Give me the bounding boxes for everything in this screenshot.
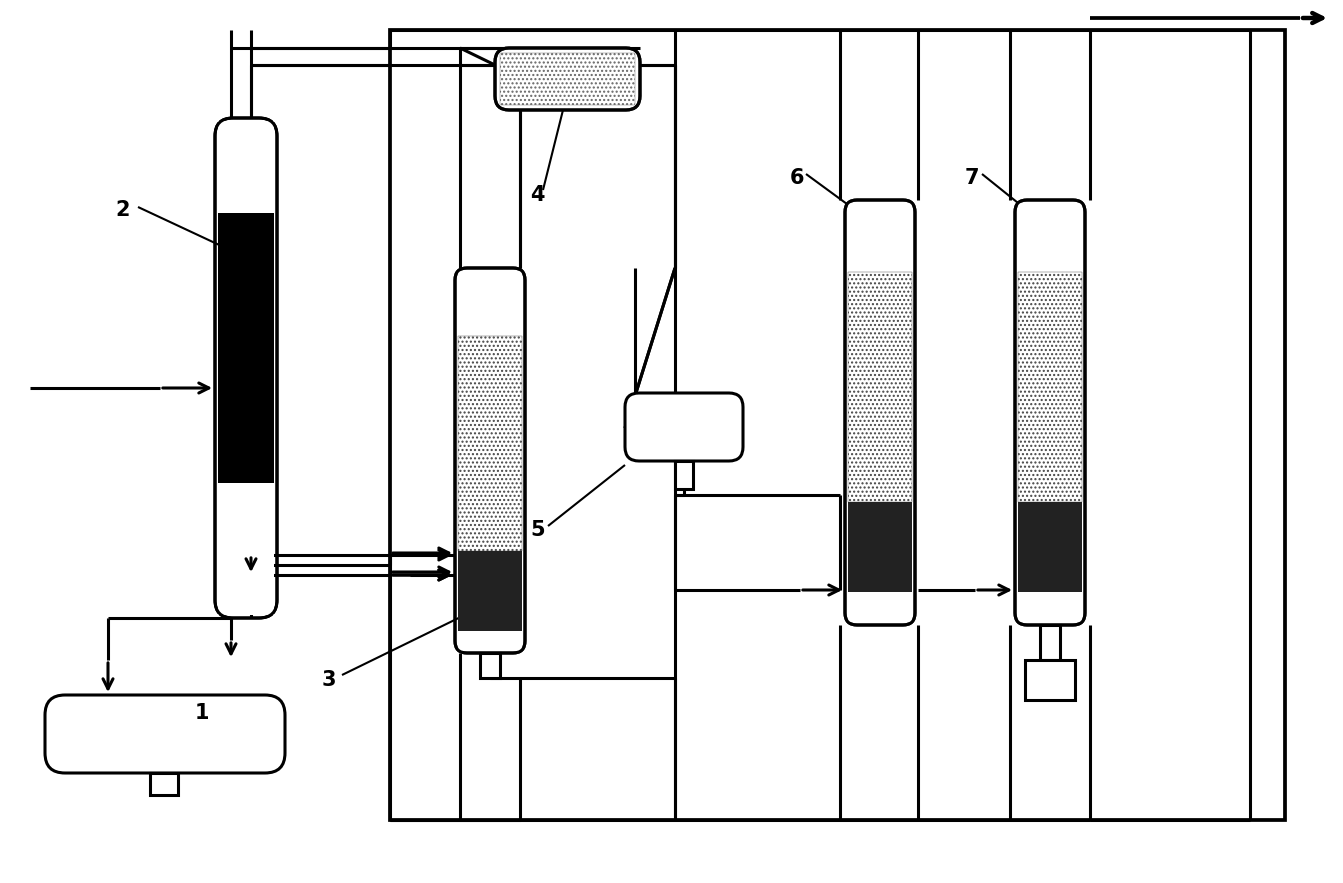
Bar bbox=[458, 336, 522, 551]
Bar bbox=[1018, 592, 1082, 622]
Text: 5: 5 bbox=[530, 520, 545, 540]
Bar bbox=[218, 483, 274, 615]
FancyBboxPatch shape bbox=[46, 695, 285, 773]
FancyBboxPatch shape bbox=[215, 118, 277, 618]
FancyBboxPatch shape bbox=[496, 48, 641, 110]
Bar bbox=[500, 53, 635, 105]
Bar bbox=[458, 551, 522, 631]
Text: 1: 1 bbox=[195, 703, 210, 723]
Bar bbox=[479, 653, 500, 678]
Bar bbox=[458, 631, 522, 651]
Bar bbox=[676, 461, 693, 489]
Text: 4: 4 bbox=[530, 185, 544, 205]
Bar bbox=[847, 272, 912, 502]
Bar bbox=[1039, 625, 1060, 660]
Bar bbox=[1018, 203, 1082, 275]
Bar bbox=[847, 592, 912, 622]
FancyBboxPatch shape bbox=[1015, 200, 1085, 625]
Bar bbox=[847, 203, 912, 275]
Text: 7: 7 bbox=[966, 168, 979, 188]
Bar bbox=[847, 502, 912, 592]
Bar bbox=[458, 271, 522, 339]
Bar bbox=[218, 213, 274, 483]
Bar bbox=[1025, 660, 1074, 700]
FancyBboxPatch shape bbox=[455, 268, 525, 653]
Bar bbox=[1018, 502, 1082, 592]
Text: 3: 3 bbox=[322, 670, 337, 690]
Bar bbox=[150, 773, 179, 795]
Bar bbox=[1018, 272, 1082, 502]
FancyBboxPatch shape bbox=[624, 393, 743, 461]
Bar bbox=[218, 121, 274, 216]
Text: 2: 2 bbox=[115, 200, 129, 220]
Text: 6: 6 bbox=[790, 168, 804, 188]
Bar bbox=[389, 30, 1285, 820]
FancyBboxPatch shape bbox=[845, 200, 915, 625]
